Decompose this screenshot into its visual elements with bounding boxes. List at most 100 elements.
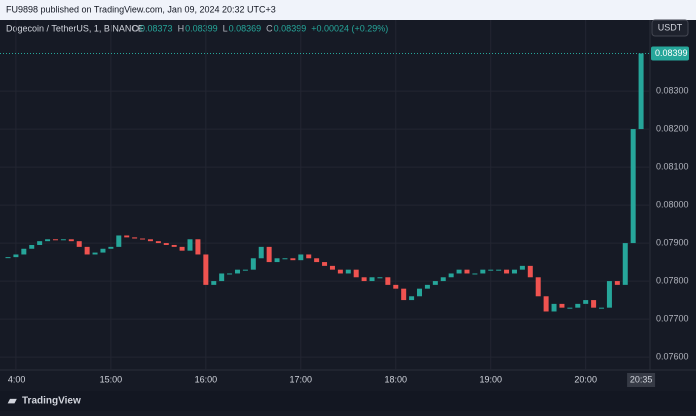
legend-label: O [132,23,139,33]
candle [337,269,343,274]
candle [409,296,415,301]
candle [417,288,423,297]
y-tick-label: 0.07900 [656,237,689,247]
candle [187,239,193,251]
candle [393,284,399,289]
candle [195,239,201,255]
candle [448,273,454,278]
candle [432,281,438,285]
bottom-bar [0,391,696,411]
candle [155,241,161,244]
x-tick-label: 15:00 [100,374,123,384]
candle [638,53,644,130]
candle [13,254,19,258]
candle [440,277,446,282]
candle [250,258,256,270]
candle [329,265,335,270]
candle [60,239,66,241]
candle [92,252,98,255]
candle [385,277,391,285]
candle [258,246,264,259]
candle [314,258,320,263]
candle [614,281,620,285]
candle [84,246,90,255]
x-tick-label: 16:00 [195,374,218,384]
candle [606,281,612,308]
candle [21,248,27,255]
candle [68,239,74,242]
legend-label: C [266,23,273,33]
x-cursor-label: 20:35 [630,374,653,384]
y-tick-label: 0.08200 [656,123,689,133]
candle [567,307,573,309]
candle [583,300,589,304]
candle [282,258,288,260]
y-tick-label: 0.08000 [656,199,689,209]
candle [52,239,58,241]
candle [179,246,185,251]
candle [266,246,272,263]
candle [29,244,35,249]
candle [274,258,280,263]
legend-change: +0.00024 (+0.29%) [311,23,388,33]
brand: TradingView [22,396,81,407]
candle [108,246,114,249]
candle [424,284,430,289]
candle [100,248,106,253]
currency[interactable]: USDT [658,22,683,32]
legend-value: 0.08399 [274,23,307,33]
top-bar [0,0,696,20]
candle [132,237,138,239]
y-tick-label: 0.07800 [656,275,689,285]
candle [140,238,146,240]
legend-label: H [178,23,185,33]
published: FU9898 published on TradingView.com, Jan… [6,4,276,14]
candle [76,241,82,247]
candle [527,265,533,278]
candle [591,300,597,308]
legend-value: 0.08369 [229,23,262,33]
candle [599,307,605,309]
candle [5,257,11,259]
x-tick-label: 20:00 [574,374,597,384]
candle [511,269,517,274]
y-tick-label: 0.07700 [656,313,689,323]
candle [401,288,407,301]
candle [234,269,240,274]
candle [369,277,375,282]
candle [163,243,169,245]
symbol: Dogecoin / TetherUS, 1, BINANCE [6,23,144,33]
logo: ▰ [7,395,17,407]
candle [551,303,557,312]
candle [242,269,248,271]
last-price-box [651,46,689,61]
candle [480,269,486,274]
x-tick-label: 18:00 [384,374,407,384]
candle [519,265,525,270]
candle [345,269,351,274]
currency-button[interactable] [651,19,689,37]
candle [322,262,328,266]
candle [37,241,43,245]
candle [124,235,130,238]
candle [298,254,304,261]
legend-label: L [223,23,228,33]
candle [472,273,478,275]
x-tick-label: 17:00 [290,374,313,384]
candle [171,244,177,247]
x-tick-label: 4:00 [8,374,26,384]
candle [543,296,549,312]
last-price-label: 0.08399 [655,48,688,58]
candle [306,254,312,259]
x-cursor-box [627,373,656,387]
legend-value: 0.08399 [185,23,218,33]
candle [203,254,209,285]
candle [45,239,51,242]
candle [290,258,296,261]
candle [535,277,541,297]
candle [353,269,359,278]
candle [147,239,153,242]
